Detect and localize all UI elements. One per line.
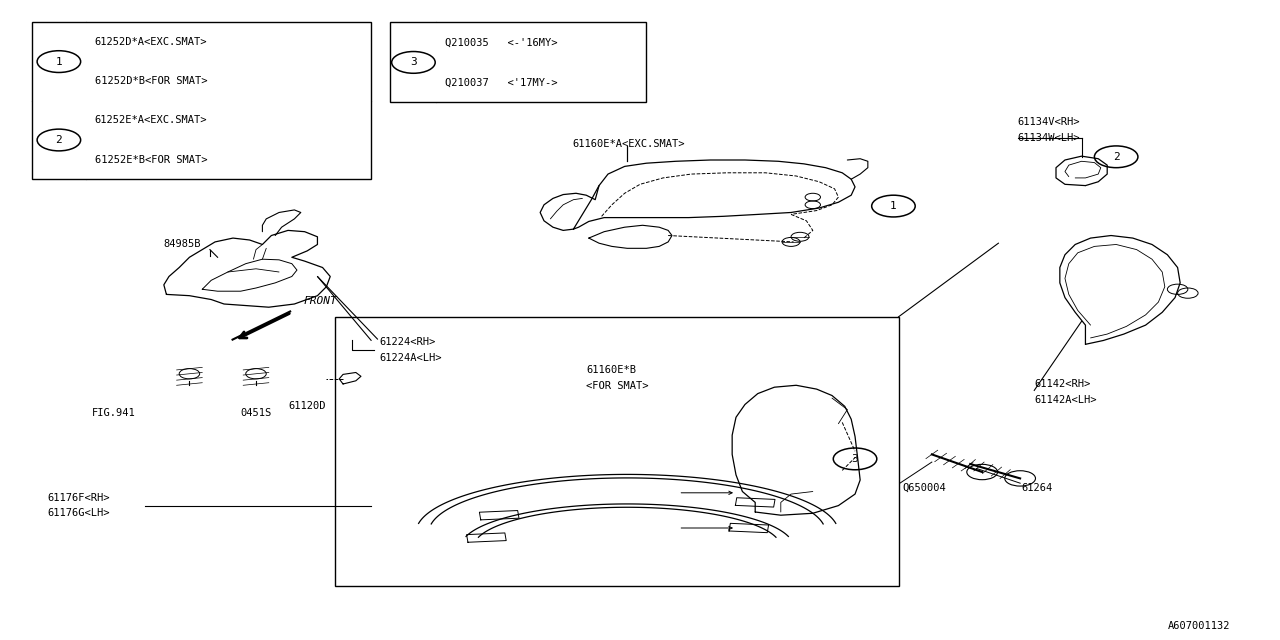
FancyBboxPatch shape [32, 22, 371, 179]
Text: Q210035   <-'16MY>: Q210035 <-'16MY> [445, 37, 558, 47]
Text: 61160E*A<EXC.SMAT>: 61160E*A<EXC.SMAT> [572, 139, 685, 149]
Text: FRONT: FRONT [303, 296, 337, 306]
Text: 61176G<LH>: 61176G<LH> [47, 508, 110, 518]
Text: 61224A<LH>: 61224A<LH> [379, 353, 442, 364]
Text: 61252D*A<EXC.SMAT>: 61252D*A<EXC.SMAT> [95, 37, 207, 47]
Text: 2: 2 [1112, 152, 1120, 162]
FancyBboxPatch shape [335, 317, 899, 586]
Text: 3: 3 [410, 58, 417, 67]
Text: 61264: 61264 [1021, 483, 1052, 493]
Text: <FOR SMAT>: <FOR SMAT> [586, 381, 649, 391]
Text: 61160E*B: 61160E*B [586, 365, 636, 375]
Text: Q210037   <'17MY->: Q210037 <'17MY-> [445, 77, 558, 88]
Text: 2: 2 [55, 135, 63, 145]
Text: FIG.941: FIG.941 [92, 408, 136, 418]
Text: 3: 3 [851, 454, 859, 464]
FancyBboxPatch shape [390, 22, 646, 102]
Text: 61142A<LH>: 61142A<LH> [1034, 395, 1097, 405]
Text: 61176F<RH>: 61176F<RH> [47, 493, 110, 503]
Text: 61142<RH>: 61142<RH> [1034, 379, 1091, 389]
Text: Q650004: Q650004 [902, 483, 946, 493]
Text: 61134W<LH>: 61134W<LH> [1018, 132, 1080, 143]
Text: 1: 1 [55, 56, 63, 67]
Text: 1: 1 [890, 201, 897, 211]
Text: 61252D*B<FOR SMAT>: 61252D*B<FOR SMAT> [95, 76, 207, 86]
Text: 61252E*A<EXC.SMAT>: 61252E*A<EXC.SMAT> [95, 115, 207, 125]
Text: 61224<RH>: 61224<RH> [379, 337, 435, 348]
Text: 61252E*B<FOR SMAT>: 61252E*B<FOR SMAT> [95, 155, 207, 164]
Text: 0451S: 0451S [241, 408, 271, 418]
Text: 84985B: 84985B [164, 239, 201, 250]
Text: A607001132: A607001132 [1167, 621, 1230, 631]
Text: 61134V<RH>: 61134V<RH> [1018, 116, 1080, 127]
Text: 61120D: 61120D [288, 401, 325, 412]
